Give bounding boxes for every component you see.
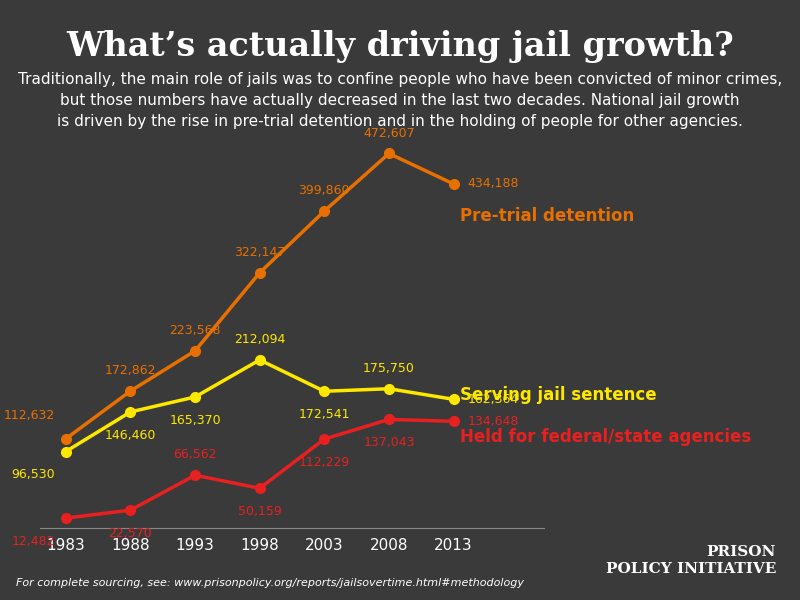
Text: 175,750: 175,750 <box>363 362 415 375</box>
Text: 137,043: 137,043 <box>363 436 414 449</box>
Text: 472,607: 472,607 <box>363 127 414 140</box>
Text: PRISON
POLICY INITIATIVE: PRISON POLICY INITIATIVE <box>606 545 776 576</box>
Text: Pre-trial detention: Pre-trial detention <box>460 206 634 224</box>
Text: Held for federal/state agencies: Held for federal/state agencies <box>460 428 751 446</box>
Text: What’s actually driving jail growth?: What’s actually driving jail growth? <box>66 30 734 63</box>
Text: 50,159: 50,159 <box>238 505 282 518</box>
Text: 22,570: 22,570 <box>109 527 152 540</box>
Text: 12,482: 12,482 <box>11 535 54 548</box>
Text: 434,188: 434,188 <box>467 178 519 190</box>
Text: 146,460: 146,460 <box>105 428 156 442</box>
Text: 322,147: 322,147 <box>234 246 286 259</box>
Text: 112,229: 112,229 <box>298 456 350 469</box>
Text: 66,562: 66,562 <box>174 448 217 461</box>
Text: 399,860: 399,860 <box>298 184 350 197</box>
Text: 134,648: 134,648 <box>467 415 519 428</box>
Text: 223,568: 223,568 <box>170 324 221 337</box>
Text: Serving jail sentence: Serving jail sentence <box>460 386 657 404</box>
Text: 172,862: 172,862 <box>105 364 156 377</box>
Text: 96,530: 96,530 <box>11 468 54 481</box>
Text: Traditionally, the main role of jails was to confine people who have been convic: Traditionally, the main role of jails wa… <box>18 72 782 129</box>
Text: 162,364: 162,364 <box>467 393 518 406</box>
Text: 212,094: 212,094 <box>234 333 286 346</box>
Text: For complete sourcing, see: www.prisonpolicy.org/reports/jailsovertime.html#meth: For complete sourcing, see: www.prisonpo… <box>16 578 524 588</box>
Text: 165,370: 165,370 <box>170 413 221 427</box>
Text: 112,632: 112,632 <box>3 409 54 422</box>
Text: 172,541: 172,541 <box>298 408 350 421</box>
